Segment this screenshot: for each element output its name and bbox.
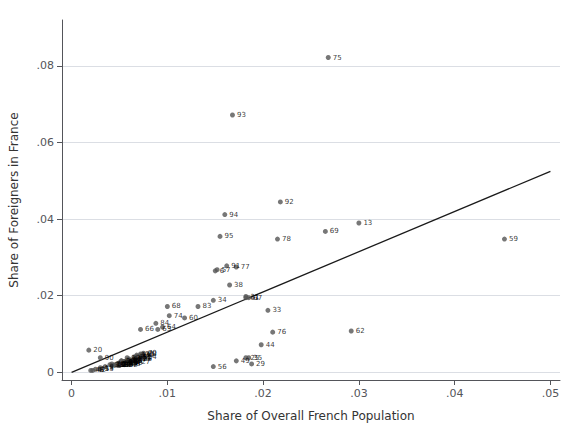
svg-text:13: 13 (363, 219, 372, 227)
svg-text:75: 75 (333, 54, 342, 62)
svg-text:.08: .08 (37, 59, 55, 72)
svg-text:20: 20 (93, 346, 102, 354)
svg-text:91: 91 (231, 262, 240, 270)
svg-text:60: 60 (189, 314, 198, 322)
svg-text:88: 88 (148, 350, 157, 358)
svg-text:.04: .04 (446, 387, 464, 400)
svg-text:0: 0 (47, 366, 54, 379)
svg-text:34: 34 (218, 296, 227, 304)
svg-text:57: 57 (222, 266, 231, 274)
svg-text:59: 59 (509, 235, 518, 243)
svg-text:33: 33 (272, 306, 281, 314)
svg-text:35: 35 (253, 354, 262, 362)
svg-text:84: 84 (160, 319, 169, 327)
svg-text:.03: .03 (350, 387, 368, 400)
svg-text:64: 64 (167, 323, 176, 332)
svg-text:38: 38 (234, 281, 243, 289)
svg-text:93: 93 (237, 111, 246, 119)
svg-text:.01: .01 (159, 387, 177, 400)
svg-text:83: 83 (202, 302, 211, 310)
svg-text:89: 89 (126, 357, 135, 365)
svg-text:68: 68 (172, 302, 181, 310)
svg-text:44: 44 (266, 341, 275, 349)
svg-text:.05: .05 (542, 387, 560, 400)
svg-text:Share of Foreigners in France: Share of Foreigners in France (7, 112, 21, 287)
svg-text:62: 62 (356, 327, 365, 335)
svg-text:56: 56 (218, 363, 227, 371)
svg-text:69: 69 (330, 227, 339, 235)
svg-text:77: 77 (241, 263, 250, 271)
svg-text:70: 70 (148, 349, 157, 357)
svg-text:67: 67 (253, 294, 262, 302)
svg-text:Share of Overall French Popula: Share of Overall French Population (207, 409, 414, 423)
svg-text:53: 53 (105, 365, 114, 373)
svg-text:.02: .02 (254, 387, 272, 400)
svg-text:49: 49 (241, 357, 250, 365)
svg-text:74: 74 (174, 312, 183, 320)
svg-text:90: 90 (105, 354, 114, 362)
svg-text:0: 0 (68, 387, 75, 400)
svg-text:76: 76 (277, 328, 286, 336)
svg-text:78: 78 (282, 235, 291, 243)
svg-text:94: 94 (229, 211, 238, 219)
svg-text:.02: .02 (37, 289, 55, 302)
svg-text:82: 82 (119, 360, 129, 369)
svg-text:92: 92 (285, 198, 294, 206)
svg-text:71: 71 (141, 353, 151, 361)
svg-text:.06: .06 (37, 136, 55, 149)
svg-text:29: 29 (256, 359, 265, 368)
svg-text:66: 66 (145, 325, 154, 333)
svg-text:48: 48 (95, 366, 104, 374)
svg-text:.04: .04 (37, 213, 55, 226)
svg-text:87: 87 (141, 352, 151, 361)
svg-text:95: 95 (225, 232, 234, 240)
